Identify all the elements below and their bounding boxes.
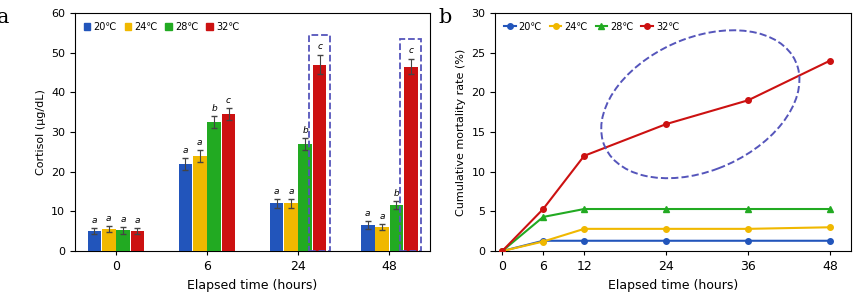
Text: c: c (226, 96, 231, 105)
Text: a: a (365, 209, 370, 218)
Legend: 20℃, 24℃, 28℃, 32℃: 20℃, 24℃, 28℃, 32℃ (500, 18, 683, 36)
Y-axis label: Cumulative mortality rate (%): Cumulative mortality rate (%) (456, 48, 466, 216)
Text: b: b (302, 126, 308, 135)
Bar (193, 156, 207, 251)
Legend: 20℃, 24℃, 28℃, 32℃: 20℃, 24℃, 28℃, 32℃ (80, 18, 243, 36)
Text: a: a (135, 216, 140, 225)
Y-axis label: Cortisol (μg/dL): Cortisol (μg/dL) (35, 89, 46, 175)
Bar (222, 114, 235, 251)
Bar (298, 144, 312, 251)
Text: a: a (274, 187, 279, 196)
Text: a: a (92, 216, 97, 225)
Bar (404, 67, 417, 251)
Text: a: a (380, 212, 385, 221)
X-axis label: Elapsed time (hours): Elapsed time (hours) (187, 279, 318, 292)
Bar (179, 164, 192, 251)
Bar (88, 231, 101, 251)
Bar (102, 229, 116, 251)
Text: c: c (317, 43, 322, 52)
Bar (400, 39, 421, 251)
Text: a: a (183, 146, 188, 154)
Bar (309, 35, 330, 251)
Text: b: b (438, 8, 452, 27)
Text: a: a (120, 215, 125, 224)
Bar (361, 225, 375, 251)
Text: a: a (0, 8, 9, 27)
Text: b: b (393, 189, 399, 198)
Text: b: b (211, 104, 217, 113)
Bar (284, 203, 298, 251)
Text: c: c (408, 46, 413, 56)
Text: a: a (197, 138, 203, 147)
Text: a: a (289, 187, 294, 196)
X-axis label: Elapsed time (hours): Elapsed time (hours) (608, 279, 738, 292)
Bar (313, 64, 326, 251)
Bar (116, 230, 130, 251)
Bar (131, 231, 144, 251)
Bar (390, 206, 403, 251)
Bar (270, 203, 283, 251)
Text: a: a (106, 214, 112, 223)
Bar (207, 122, 221, 251)
Bar (375, 227, 389, 251)
